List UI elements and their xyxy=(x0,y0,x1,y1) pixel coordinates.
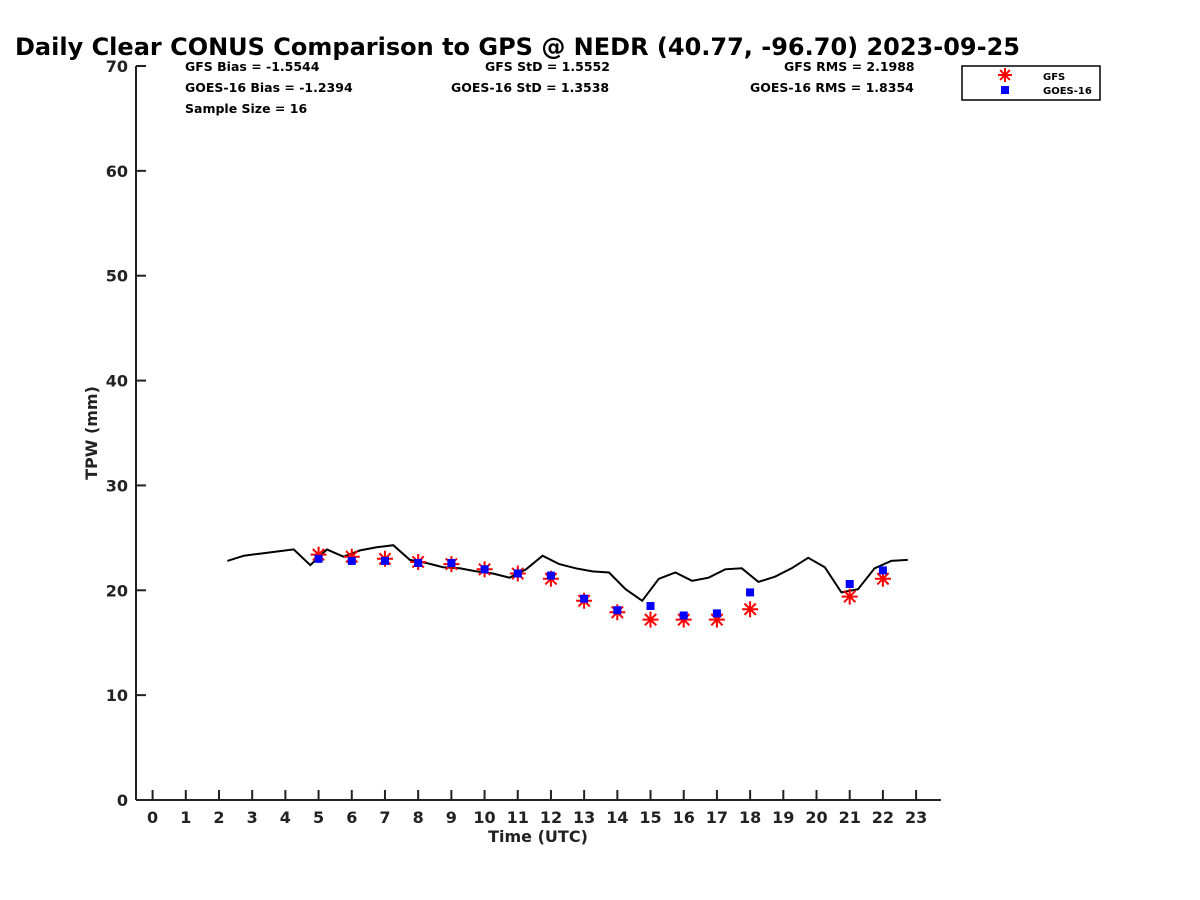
x-tick-label: 22 xyxy=(872,808,894,827)
x-tick-label: 19 xyxy=(772,808,794,827)
goes-point xyxy=(480,565,489,574)
y-tick-label: 0 xyxy=(117,791,128,810)
legend-gfs-asterisk xyxy=(998,68,1012,82)
gfs-point xyxy=(675,611,692,628)
x-tick-label: 15 xyxy=(639,808,661,827)
x-tick-label: 0 xyxy=(147,808,158,827)
sample-size-text: Sample Size = 16 xyxy=(185,101,307,116)
goes-point xyxy=(513,569,522,578)
y-tick-label: 10 xyxy=(106,686,128,705)
gfs-bias-text: GFS Bias = -1.5544 xyxy=(185,59,320,74)
plot-area xyxy=(227,544,908,628)
goes-point xyxy=(878,566,887,575)
x-tick-label: 4 xyxy=(280,808,291,827)
x-tick-label: 12 xyxy=(540,808,562,827)
x-tick-label: 11 xyxy=(507,808,529,827)
x-tick-label: 14 xyxy=(606,808,628,827)
axes xyxy=(135,65,941,801)
legend-goes-label: GOES-16 xyxy=(1043,86,1092,97)
y-tick-label: 70 xyxy=(106,57,128,76)
goes-rms-text: GOES-16 RMS = 1.8354 xyxy=(750,80,914,95)
x-tick-label: 13 xyxy=(573,808,595,827)
goes-point xyxy=(347,556,356,565)
goes-point xyxy=(845,580,854,588)
goes-point xyxy=(447,559,456,567)
y-tick-label: 20 xyxy=(106,581,128,600)
goes-point xyxy=(314,554,323,563)
x-tick-label: 17 xyxy=(706,808,728,827)
gfs-point xyxy=(343,548,360,565)
gfs-point xyxy=(708,611,725,628)
goes-point xyxy=(613,606,622,615)
y-tick-label: 30 xyxy=(106,476,128,495)
x-tick-label: 5 xyxy=(313,808,324,827)
gfs-point xyxy=(310,546,327,563)
goes-std-text: GOES-16 StD = 1.3538 xyxy=(451,80,609,95)
gfs-point xyxy=(742,601,759,618)
legend-gfs-marker xyxy=(998,68,1012,82)
goes-point xyxy=(546,571,555,580)
goes-point xyxy=(580,594,589,603)
legend-box xyxy=(961,65,1101,101)
x-tick-label: 21 xyxy=(839,808,861,827)
goes-point xyxy=(381,556,389,565)
chart-title: Daily Clear CONUS Comparison to GPS @ NE… xyxy=(15,33,1020,61)
goes-point xyxy=(712,609,721,618)
goes-point xyxy=(746,588,755,597)
y-axis-label: TPW (mm) xyxy=(82,386,101,480)
x-tick-label: 6 xyxy=(346,808,357,827)
x-tick-label: 18 xyxy=(739,808,761,827)
legend-gfs-label: GFS xyxy=(1043,72,1065,83)
gfs-point xyxy=(841,588,858,605)
gps-line xyxy=(227,544,908,603)
x-tick-labels: 0 1 2 3 4 5 6 7 8 9 10 11 12 13 14 15 16 17 18 19 20 21 22 23 xyxy=(147,808,927,827)
goes-point xyxy=(646,602,655,610)
gfs-std-text: GFS StD = 1.5552 xyxy=(485,59,610,74)
gfs-point xyxy=(642,611,659,628)
y-tick-labels: 0 10 20 30 40 50 60 70 xyxy=(106,57,128,810)
x-tick-label: 9 xyxy=(446,808,457,827)
x-tick-label: 16 xyxy=(673,808,695,827)
x-tick-label: 1 xyxy=(180,808,191,827)
x-tick-label: 7 xyxy=(379,808,390,827)
stats-block: GFS Bias = -1.5544 GFS StD = 1.5552 GFS … xyxy=(185,59,915,116)
x-tick-label: 20 xyxy=(805,808,827,827)
gfs-rms-text: GFS RMS = 2.1988 xyxy=(784,59,915,74)
x-tick-label: 23 xyxy=(905,808,927,827)
x-tick-label: 8 xyxy=(413,808,424,827)
goes-point xyxy=(414,559,423,567)
gfs-point xyxy=(874,570,891,587)
goes-bias-text: GOES-16 Bias = -1.2394 xyxy=(185,80,353,95)
legend: GFS GOES-16 xyxy=(961,65,1101,101)
x-tick-label: 3 xyxy=(247,808,258,827)
x-tick-label: 2 xyxy=(213,808,224,827)
legend-goes-marker xyxy=(1001,86,1009,94)
y-tick-label: 40 xyxy=(106,372,128,391)
y-tick-label: 60 xyxy=(106,162,128,181)
y-tick-label: 50 xyxy=(106,267,128,286)
x-tick-label: 10 xyxy=(473,808,495,827)
x-axis-label: Time (UTC) xyxy=(488,827,588,846)
goes-point xyxy=(679,611,688,620)
